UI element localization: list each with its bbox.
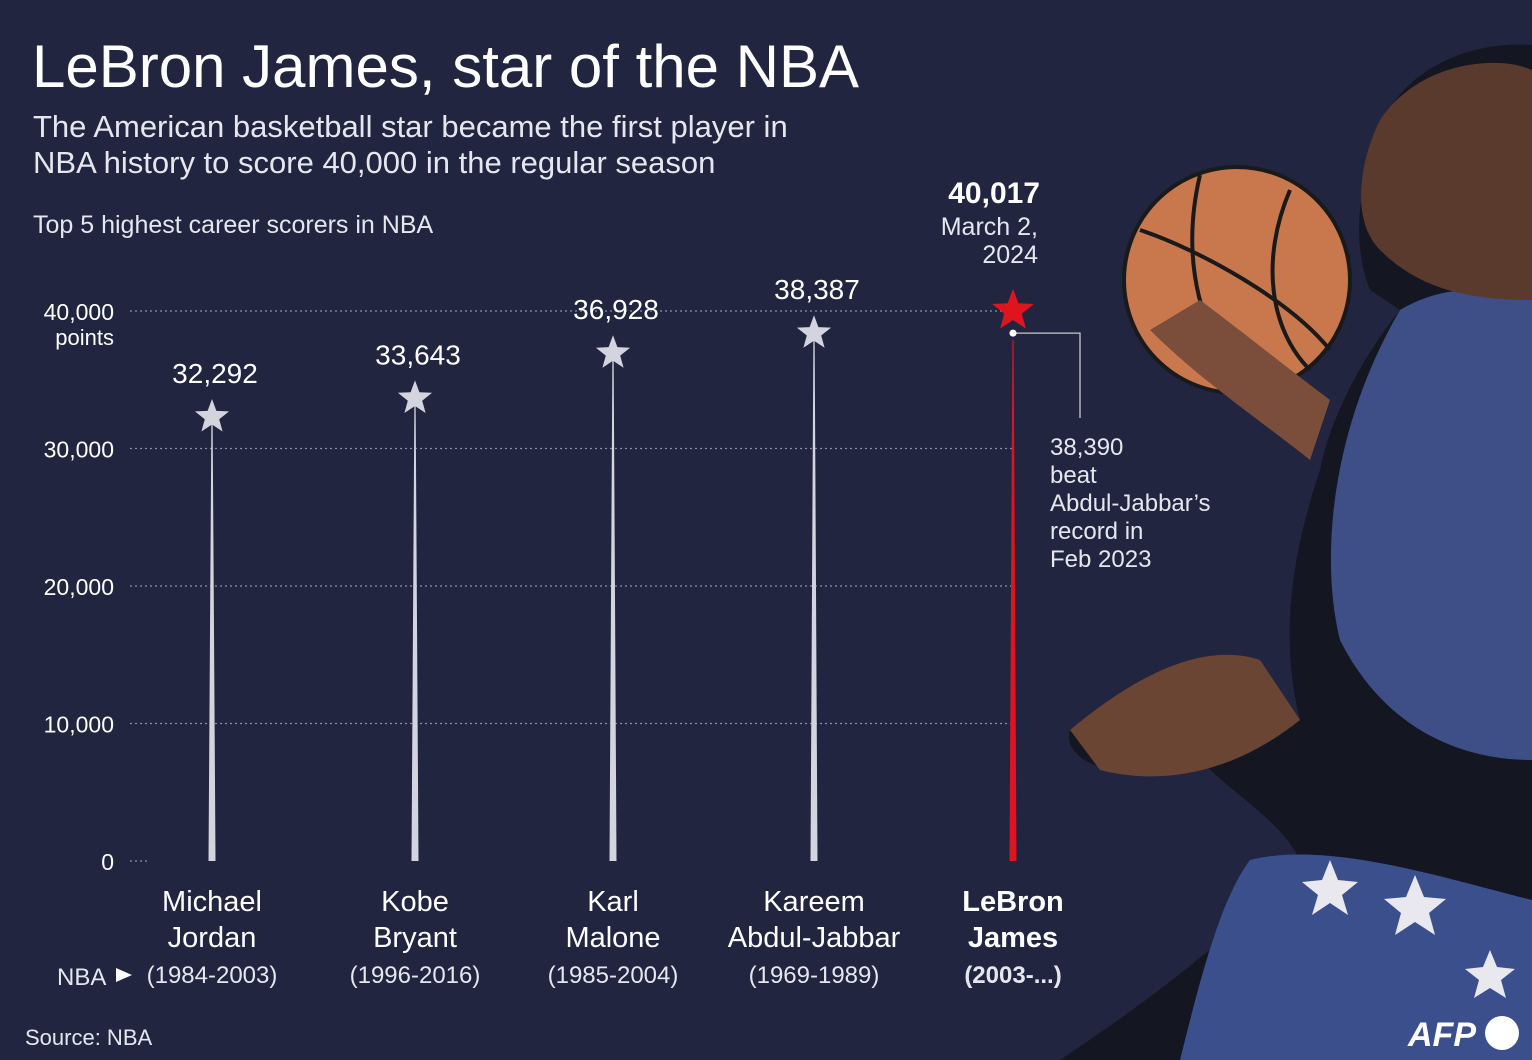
source-note: Source: NBA (25, 1025, 152, 1050)
player-photo (1060, 44, 1532, 1060)
player-first-name: LeBron (962, 886, 1064, 918)
subtitle-line-1: The American basketball star became the … (33, 109, 788, 144)
star-icon (796, 315, 832, 348)
milestone-text: record in (1050, 518, 1143, 545)
player-first-name: Kobe (381, 886, 449, 918)
player-years: (1996-2016) (350, 962, 481, 989)
afp-logo: AFP (1407, 1016, 1476, 1054)
chart-label: Top 5 highest career scorers in NBA (33, 211, 434, 239)
value-label: 36,928 (573, 294, 659, 325)
player-years: (2003-...) (964, 962, 1061, 989)
nba-label: NBA (57, 964, 106, 991)
page-title: LeBron James, star of the NBA (32, 33, 859, 100)
player-first-name: Michael (162, 886, 262, 918)
gridlines (130, 310, 1012, 862)
bar-malone (609, 353, 617, 861)
subtitle-line-2: NBA history to score 40,000 in the regul… (33, 145, 715, 180)
record-date-line-1: March 2, (941, 213, 1038, 241)
player-last-name: James (968, 922, 1058, 954)
milestone-dot (1009, 329, 1017, 337)
player-last-name: Bryant (373, 922, 457, 954)
player-first-name: Kareem (763, 886, 865, 918)
y-axis-unit: points (55, 325, 114, 350)
milestone-text: 38,390 (1050, 434, 1123, 461)
bar-abdul-jabbar (810, 333, 818, 862)
bar-james (1009, 340, 1017, 861)
y-tick-label: 20,000 (44, 574, 114, 600)
star-icon (397, 380, 433, 413)
record-date-line-2: 2024 (982, 241, 1038, 269)
callout-line (1013, 332, 1081, 418)
player-last-name: Malone (565, 922, 660, 954)
value-label: 38,387 (774, 274, 860, 305)
player-first-name: Karl (587, 886, 639, 918)
shorts-stars-icon (1302, 860, 1515, 998)
arrow-right-icon (116, 968, 132, 982)
y-tick-label: 10,000 (44, 712, 114, 738)
afp-logo-circle (1485, 1016, 1519, 1050)
bar-bryant (411, 398, 419, 861)
value-label: 33,643 (375, 339, 461, 370)
y-axis: 0 10,000 20,000 30,000 40,000 (44, 299, 114, 875)
milestone-text: Feb 2023 (1050, 546, 1151, 573)
player-years: (1984-2003) (147, 962, 278, 989)
star-icon (595, 335, 631, 368)
milestone-text: Abdul-Jabbar’s (1050, 490, 1211, 517)
star-icon (992, 288, 1034, 329)
bar-jordan (208, 416, 216, 861)
player-years: (1969-1989) (749, 962, 880, 989)
bars: 32,292 Michael Jordan (1984-2003) 33,643 Kobe… (147, 274, 1064, 989)
milestone-text: beat (1050, 462, 1097, 489)
y-tick-label: 30,000 (44, 437, 114, 463)
player-last-name: Jordan (168, 922, 257, 954)
y-tick-label: 0 (101, 849, 114, 875)
player-last-name: Abdul-Jabbar (728, 922, 901, 954)
y-tick-label: 40,000 (44, 299, 114, 325)
star-icon (194, 399, 230, 432)
player-years: (1985-2004) (548, 962, 679, 989)
value-label: 32,292 (172, 358, 258, 389)
record-value: 40,017 (948, 177, 1040, 210)
